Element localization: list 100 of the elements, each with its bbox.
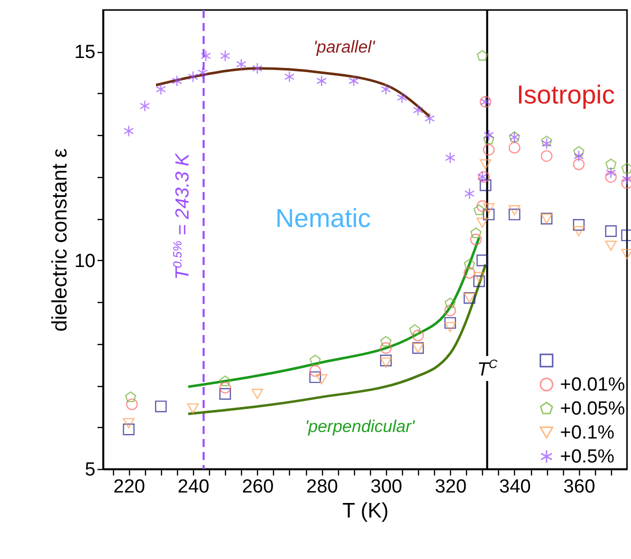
point xyxy=(412,330,424,342)
point xyxy=(605,171,617,183)
point xyxy=(444,317,456,329)
point xyxy=(445,152,456,164)
x-tick-label: 320 xyxy=(434,476,467,498)
annotation: 'perpendicular' xyxy=(305,417,416,436)
legend-label: +0.5% xyxy=(560,446,615,468)
point xyxy=(605,240,617,251)
point xyxy=(309,365,322,377)
point xyxy=(540,150,552,162)
point xyxy=(412,104,424,116)
point xyxy=(470,234,482,246)
ref-line-label: T$^{C}$ xyxy=(477,356,498,381)
point xyxy=(220,50,230,62)
point xyxy=(473,275,485,288)
point xyxy=(156,83,166,96)
point xyxy=(126,398,138,410)
point xyxy=(444,298,456,308)
x-tick-label: 260 xyxy=(242,476,274,498)
point xyxy=(464,258,476,270)
point xyxy=(572,158,585,170)
point xyxy=(252,62,262,74)
point xyxy=(572,226,585,236)
point xyxy=(605,158,617,170)
point xyxy=(482,208,495,220)
point xyxy=(541,136,552,146)
point xyxy=(476,50,488,61)
point xyxy=(508,142,520,154)
point xyxy=(622,173,631,185)
y-tick-label: 10 xyxy=(74,250,96,272)
point xyxy=(155,400,167,412)
point xyxy=(188,70,198,83)
point xyxy=(409,324,420,335)
point xyxy=(476,254,488,266)
point xyxy=(605,225,617,237)
point xyxy=(219,382,232,394)
line-series xyxy=(154,67,431,118)
point xyxy=(122,418,135,428)
point xyxy=(236,58,246,70)
point xyxy=(396,92,408,104)
point xyxy=(444,304,456,316)
point xyxy=(251,388,264,400)
point xyxy=(219,388,232,400)
point xyxy=(220,376,231,386)
x-tick-label: 360 xyxy=(563,476,596,498)
point xyxy=(309,371,322,384)
point xyxy=(172,75,182,87)
point xyxy=(476,200,488,212)
legend-label: +0.01% xyxy=(560,374,626,396)
x-tick-label: 340 xyxy=(499,476,531,498)
point xyxy=(187,403,199,414)
point xyxy=(473,272,485,282)
point xyxy=(284,70,295,83)
point xyxy=(464,188,475,200)
point xyxy=(200,50,212,62)
point xyxy=(482,144,495,156)
point xyxy=(380,357,392,368)
point xyxy=(606,166,616,179)
point xyxy=(474,204,485,216)
point xyxy=(480,179,492,192)
point xyxy=(140,100,150,112)
point xyxy=(464,267,476,279)
point xyxy=(125,391,136,402)
point xyxy=(197,66,208,78)
point xyxy=(310,354,321,366)
point xyxy=(573,146,584,157)
point xyxy=(508,208,520,220)
point xyxy=(380,83,392,96)
point xyxy=(541,138,552,150)
point xyxy=(484,129,494,142)
point xyxy=(478,171,490,183)
point xyxy=(476,218,488,228)
point xyxy=(424,112,435,124)
point xyxy=(508,205,520,216)
y-tick-label: 5 xyxy=(84,460,96,480)
x-axis-title: T (K) xyxy=(342,500,389,522)
point xyxy=(470,227,482,238)
y-tick-label: 15 xyxy=(74,42,96,64)
x-tick-label: 240 xyxy=(178,476,210,498)
point xyxy=(348,75,359,87)
point xyxy=(380,342,392,354)
point xyxy=(316,374,328,384)
point xyxy=(380,354,392,366)
point xyxy=(316,75,327,87)
legend-label: +0.1% xyxy=(560,422,615,444)
point xyxy=(572,219,585,231)
point xyxy=(480,159,492,170)
point xyxy=(124,125,134,137)
point xyxy=(444,322,456,332)
annotation: 'parallel' xyxy=(313,38,376,57)
point xyxy=(122,424,135,436)
point xyxy=(621,162,631,174)
point xyxy=(477,171,488,183)
point xyxy=(483,134,494,144)
legend-label: +0.05% xyxy=(560,398,626,420)
point xyxy=(574,150,584,162)
point xyxy=(380,336,392,347)
y-axis-title: dielectric constant ε xyxy=(48,148,72,332)
point xyxy=(482,203,495,214)
annotation: Nematic xyxy=(275,202,371,233)
